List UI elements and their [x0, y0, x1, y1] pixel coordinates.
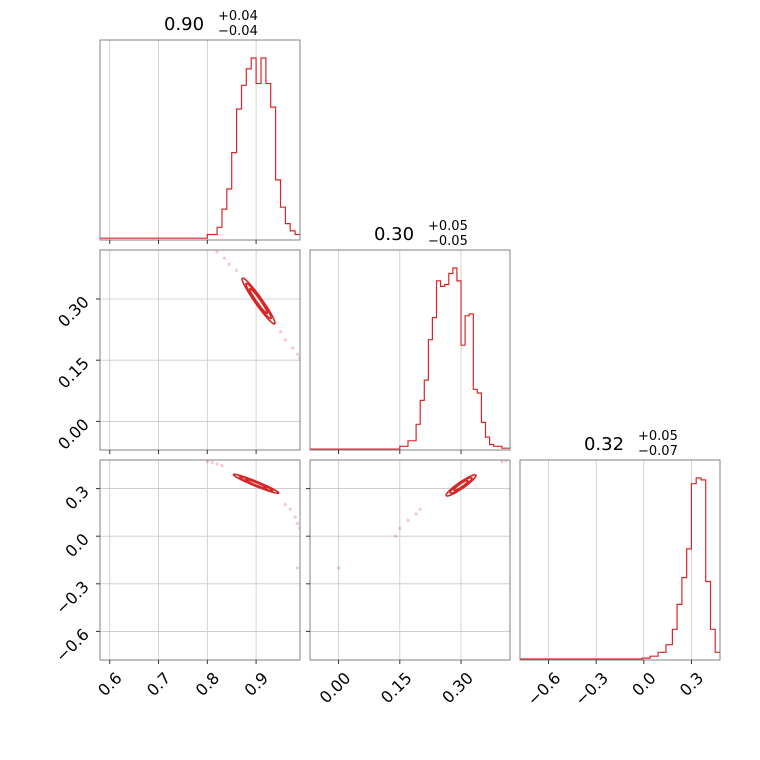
x-tick-label: −0.3	[571, 668, 612, 709]
pair-p1-p2	[336, 460, 508, 570]
histogram-p1	[310, 267, 510, 450]
title-value-p1: 0.30	[374, 224, 414, 245]
scatter-point	[288, 507, 292, 511]
scatter-point	[336, 566, 341, 570]
scatter-point	[278, 330, 283, 334]
x-tick-label: 0.3	[676, 668, 707, 699]
x-tick-label: 0.00	[316, 668, 355, 707]
scatter-point	[295, 566, 300, 570]
y-tick-label: 0.30	[54, 292, 93, 331]
scatter-point	[220, 463, 224, 468]
title-plus-p2: +0.05	[638, 429, 678, 444]
x-tick-label: 0.6	[94, 668, 125, 699]
title-minus-p2: −0.07	[638, 444, 678, 459]
scatter-point	[234, 268, 239, 273]
scatter-point	[211, 244, 214, 247]
title-plus-p1: +0.05	[428, 219, 468, 234]
x-tick-label: 0.0	[628, 668, 659, 699]
x-tick-label: 0.8	[192, 668, 223, 699]
scatter-point	[295, 521, 300, 526]
title-plus-p0: +0.04	[218, 9, 258, 24]
scatter-point	[406, 518, 410, 522]
scatter-point	[398, 526, 402, 530]
contour-level-0	[445, 473, 477, 497]
scatter-point	[215, 462, 219, 466]
panel-frame-2-2	[519, 459, 721, 661]
scatter-point	[500, 460, 504, 464]
contour-level-1	[449, 476, 473, 494]
scatter-point	[227, 262, 231, 266]
scatter-point	[293, 515, 297, 519]
title-value-p2: 0.32	[584, 434, 624, 455]
histogram-p2	[520, 477, 720, 660]
histogram-p0	[100, 57, 300, 239]
y-tick-label: −0.3	[52, 577, 93, 618]
title-value-p0: 0.90	[164, 14, 204, 35]
scatter-point	[394, 534, 398, 538]
contour-level-2	[248, 287, 269, 315]
panel-frame-0-0	[99, 39, 301, 241]
contour-level-1	[245, 282, 272, 320]
scatter-point	[205, 460, 209, 464]
y-tick-label: 0.00	[54, 415, 93, 454]
title-minus-p1: −0.05	[428, 234, 468, 249]
pair-p0-p2	[205, 460, 300, 570]
contour-level-2	[244, 478, 268, 489]
x-tick-label: −0.6	[524, 668, 565, 709]
scatter-point	[283, 502, 287, 507]
x-tick-label: 0.7	[143, 668, 174, 699]
y-tick-label: 0.3	[61, 482, 92, 513]
scatter-point	[283, 338, 287, 342]
x-tick-label: 0.30	[438, 668, 477, 707]
x-tick-label: 0.9	[241, 668, 272, 699]
y-tick-label: 0.15	[54, 354, 93, 393]
scatter-point	[414, 512, 418, 516]
scatter-point	[210, 460, 214, 464]
y-tick-label: 0.0	[61, 530, 92, 561]
x-tick-label: 0.15	[377, 668, 416, 707]
panel-frame-2-0	[99, 459, 301, 661]
panel-frame-1-1	[309, 249, 511, 451]
panel-frame-1-0	[99, 249, 301, 451]
contour-level-2	[453, 479, 469, 492]
scatter-point	[504, 460, 508, 463]
scatter-point	[222, 256, 226, 260]
contour-level-0	[241, 277, 276, 325]
scatter-point	[295, 352, 300, 356]
title-minus-p0: −0.04	[218, 24, 258, 39]
y-tick-label: −0.6	[52, 625, 93, 666]
panel-frame-2-1	[309, 459, 511, 661]
pair-p0-p1	[211, 244, 300, 360]
scatter-point	[215, 250, 219, 254]
scatter-point	[291, 346, 295, 350]
scatter-point	[418, 507, 422, 511]
